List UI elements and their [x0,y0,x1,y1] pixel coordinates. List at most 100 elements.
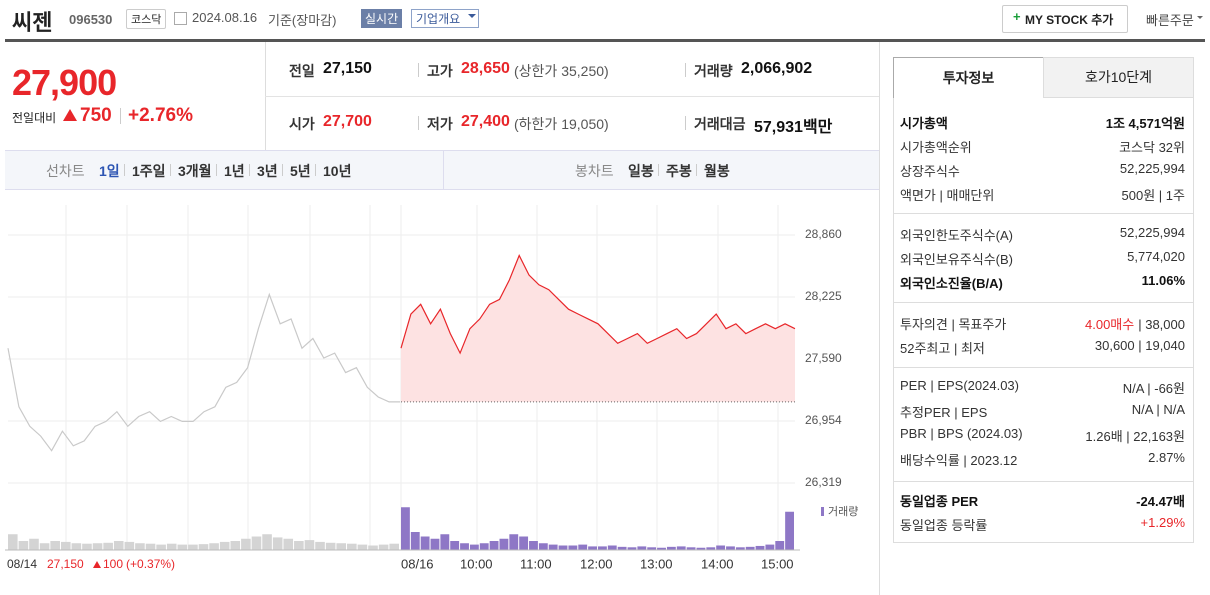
period-tab[interactable]: 1년 [224,163,245,179]
period-tab[interactable]: 5년 [290,163,311,179]
divider [418,116,419,130]
divider [685,116,686,130]
overview-button[interactable]: 기업개요 [411,9,480,28]
volume-bar [666,546,676,550]
tab-active[interactable]: 투자정보 [893,57,1044,98]
volume-bar [558,545,568,550]
volume-bar [103,542,113,550]
candle-tab[interactable]: 주봉 [666,163,692,179]
stat-label: 저가 [427,116,453,132]
x-tick-label: 08/16 [401,556,434,571]
change: 750 [80,105,112,126]
stat-value: 57,931백만 [754,119,833,136]
info-row: 동일업종 PER -24.47배 [900,491,1185,509]
volume-bar [294,541,304,550]
divider [418,63,419,77]
stat-value: 27,150 [323,60,372,77]
dropdown-arrow [468,14,476,22]
info-value-part: 52,225,994 [1119,161,1185,176]
volume-bar [241,538,251,550]
x-tick-label: 14:00 [701,556,734,571]
info-value-part: 11.06% [1141,273,1185,288]
volume-bar [745,546,755,550]
period-tab[interactable]: 1일 [99,163,120,179]
info-value-part: 2.87% [1148,450,1185,465]
prev-close-label: 27,150 [47,557,84,571]
price-line [400,254,796,355]
price-line [7,292,400,452]
info-label: PBR | BPS (2024.03) [900,426,1023,441]
volume-bar [637,546,647,550]
info-value: 30,600 | 19,040 [1095,338,1185,353]
volume-bar [124,541,135,550]
info-value-part: 1.26배 | 22,163원 [1085,429,1185,444]
realtime-badge[interactable]: 실시간 [361,9,403,28]
info-label: 외국인보유주식수(B) [900,252,1014,267]
volume-bar [262,534,272,550]
divider [893,481,1193,482]
divider [658,164,659,176]
date: 2024.08.16 [192,10,258,25]
info-label: 액면가 | 매매단위 [900,188,995,203]
volume-bar [607,545,617,550]
volume-bar [706,547,716,550]
volume-bar [92,543,103,550]
info-value-part: 코스닥 32위 [1119,140,1185,155]
change-label: 전일대비 [12,111,57,125]
stat-label: 거래량 [694,63,733,79]
divider [216,164,217,176]
info-row: 액면가 | 매매단위 500원 | 1주 [900,185,1185,203]
info-value: +1.29% [1141,515,1185,530]
x-tick-label: 15:00 [761,556,794,571]
volume-bar [209,543,219,550]
period-tab[interactable]: 3년 [257,163,278,179]
divider [265,96,880,97]
period-tab[interactable]: 1주일 [132,163,166,179]
volume-bar [325,542,336,550]
info-value-part: 4.00매수 [1085,317,1135,332]
stat-value: 2,066,902 [741,60,813,77]
divider [685,63,686,77]
info-row: 외국인보유주식수(B) 5,774,020 [900,249,1185,267]
volume-bar [765,544,775,550]
volume-bar [283,538,294,550]
volume-bar [519,536,529,550]
candle-tab[interactable]: 월봉 [704,163,730,179]
candle-tab[interactable]: 일봉 [628,163,654,179]
volume-bar [304,540,315,550]
volume-bar [251,536,262,550]
divider [249,164,250,176]
info-row: 동일업종 등락률 +1.29% [900,515,1185,533]
legend-swatch [821,507,824,516]
info-label: 시가총액 [900,116,948,131]
info-row: 52주최고 | 최저 30,600 | 19,040 [900,338,1185,356]
info-value: 4.00매수 | 38,000 [1085,314,1185,333]
stock-name: 씨젠 [12,10,53,35]
info-value-part: 500원 | 1주 [1121,188,1185,203]
mystock-button[interactable] [1002,5,1128,33]
plus-icon: + [1013,9,1021,24]
info-value: 코스닥 32위 [1119,137,1185,156]
period-tab[interactable]: 3개월 [178,163,212,179]
info-value-part: N/A | N/A [1131,402,1185,417]
volume-bar [60,541,71,550]
stat-label: 거래대금 [694,116,746,132]
info-value: N/A | N/A [1132,402,1185,417]
volume-bar [18,541,29,550]
volume-bar [598,546,607,550]
info-value-part: -24.47배 [1136,494,1185,509]
x-tick-label: 11:00 [520,556,552,571]
quick-order[interactable]: 빠른주문 [1146,13,1194,28]
volume-bar [509,534,519,550]
volume-bar [230,541,241,550]
info-row: 시가총액 1조 4,571억원 [900,113,1185,131]
info-label: 시가총액순위 [900,140,972,155]
stat-label: 전일 [289,63,315,79]
divider [696,164,697,176]
divider [124,164,125,176]
tab[interactable]: 호가10단계 [1043,57,1194,98]
volume-bar [410,532,420,550]
period-tab[interactable]: 10년 [323,163,352,179]
volume-bar [440,534,450,550]
